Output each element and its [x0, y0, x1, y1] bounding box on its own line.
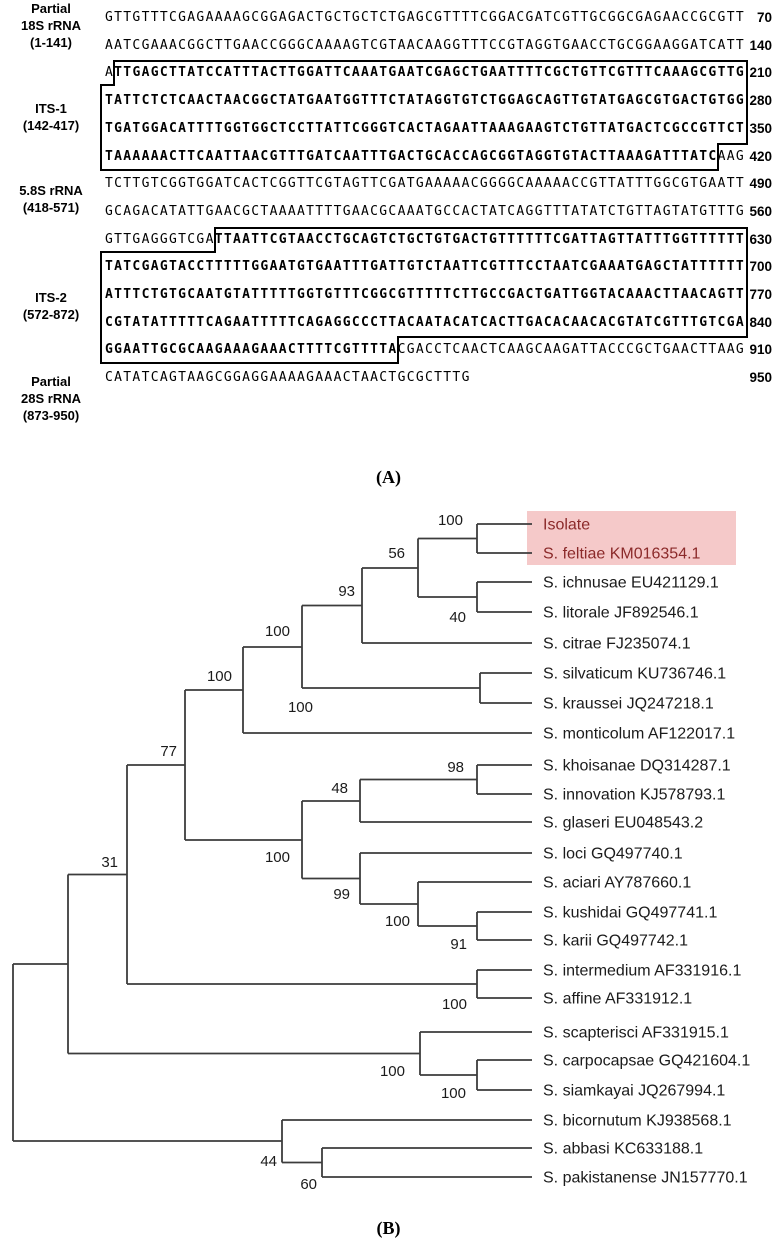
bootstrap-value: 100 — [265, 849, 290, 866]
region-label-its2: ITS-2 (572-872) — [22, 290, 80, 322]
taxon-label: S. bicornutum KJ938568.1 — [543, 1113, 732, 1130]
taxon-label: S. innovation KJ578793.1 — [543, 787, 725, 804]
caption-a: (A) — [376, 467, 401, 487]
position-number: 630 — [749, 231, 772, 247]
position-number: 70 — [756, 10, 772, 25]
position-number: 560 — [749, 203, 772, 219]
taxon-label: S. siamkayai JQ267994.1 — [543, 1083, 725, 1100]
bootstrap-value: 93 — [338, 583, 355, 600]
sequence-row: TATTCTCTCAACTAACGGCTATGAATGGTTTCTATAGGTG… — [105, 93, 745, 109]
sequence-row: CGTATATTTTTCAGAATTTTTCAGAGGCCCTTACAATACA… — [105, 314, 745, 330]
taxon-label: Isolate — [543, 517, 590, 534]
bootstrap-value: 60 — [300, 1176, 317, 1193]
taxon-label: S. karii GQ497742.1 — [543, 933, 688, 950]
taxon-label: S. intermedium AF331916.1 — [543, 963, 741, 980]
region-label-28s: Partial 28S rRNA (873-950) — [21, 374, 81, 423]
position-number: 490 — [749, 176, 772, 192]
bootstrap-value: 91 — [450, 936, 467, 953]
bootstrap-value: 100 — [441, 1085, 466, 1102]
sequence-row: TCTTGTCGGTGGATCACTCGGTTCGTAGTTCGATGAAAAA… — [105, 176, 745, 192]
sequence-row: TAAAAAACTTCAATTAACGTTTGATCAATTTGACTGCACC… — [105, 148, 745, 164]
sequence-row: GCAGACATATTGAACGCTAAAATTTTGAACGCAAATGCCA… — [105, 203, 745, 219]
sequence-row: ATTTCTGTGCAATGTATTTTTGGTGTTTCGGCGTTTTTCT… — [105, 287, 745, 302]
sequence-row: TATCGAGTACCTTTTTGGAATGTGAATTTGATTGTCTAAT… — [105, 259, 745, 275]
bootstrap-value: 77 — [160, 743, 177, 760]
region-label-18s: Partial 18S rRNA (1-141) — [21, 1, 81, 50]
position-number: 700 — [749, 259, 772, 275]
bootstrap-value: 40 — [449, 609, 466, 626]
position-number: 910 — [749, 342, 772, 358]
taxon-label: S. scapterisci AF331915.1 — [543, 1025, 729, 1042]
position-number: 140 — [749, 37, 772, 53]
taxon-label: S. aciari AY787660.1 — [543, 875, 691, 892]
sequence-row: GTTGAGGGTCGATTAATTCGTAACCTGCAGTCTGCTGTGA… — [105, 231, 745, 247]
bootstrap-value: 98 — [447, 759, 464, 776]
sequence-row: ATTGAGCTTATCCATTTACTTGGATTCAAATGAATCGAGC… — [105, 65, 745, 81]
taxon-label: S. pakistanense JN157770.1 — [543, 1170, 748, 1187]
region-label-58s: 5.8S rRNA (418-571) — [19, 183, 83, 215]
position-number: 210 — [749, 65, 772, 81]
sequence-row: GTTGTTTCGAGAAAAGCGGAGACTGCTGCTCTGAGCGTTT… — [105, 10, 745, 25]
position-number: 950 — [749, 370, 772, 386]
taxon-label: S. carpocapsae GQ421604.1 — [543, 1053, 750, 1070]
position-number: 420 — [749, 148, 772, 164]
bootstrap-value: 44 — [260, 1153, 277, 1170]
taxon-label: S. kushidai GQ497741.1 — [543, 905, 717, 922]
bootstrap-value: 100 — [380, 1063, 405, 1080]
bootstrap-value: 31 — [101, 854, 118, 871]
bootstrap-value: 100 — [438, 512, 463, 529]
isolate-highlight — [527, 511, 736, 565]
sequence-row: TGATGGACATTTTGGTGGCTCCTTATTCGGGTCACTAGAA… — [105, 120, 745, 136]
bootstrap-value: 100 — [442, 996, 467, 1013]
position-number: 840 — [749, 314, 772, 330]
bootstrap-value: 100 — [385, 913, 410, 930]
sequence-row: AATCGAAACGGCTTGAACCGGGCAAAAGTCGTAACAAGGT… — [105, 37, 745, 53]
bootstrap-value: 56 — [388, 545, 405, 562]
bootstrap-value: 100 — [265, 623, 290, 640]
taxon-label: S. abbasi KC633188.1 — [543, 1141, 703, 1158]
position-number: 770 — [749, 287, 772, 302]
taxon-label: S. loci GQ497740.1 — [543, 846, 683, 863]
taxon-label: S. glaseri EU048543.2 — [543, 815, 703, 832]
position-number: 350 — [749, 120, 772, 136]
region-label-its1: ITS-1 (142-417) — [22, 101, 80, 133]
sequence-row: GGAATTGCGCAAGAAAGAAACTTTTCGTTTTACGACCTCA… — [105, 342, 745, 358]
bootstrap-value: 48 — [331, 780, 348, 797]
taxon-label: S. feltiae KM016354.1 — [543, 546, 701, 563]
taxon-label: S. citrae FJ235074.1 — [543, 636, 691, 653]
phylogenetic-tree: 100 40 56 93 100 100 100 98 48 91 100 99 100 77 100 31 1… — [12, 511, 750, 1193]
taxon-label: S. silvaticum KU736746.1 — [543, 666, 726, 683]
taxon-label: S. affine AF331912.1 — [543, 991, 692, 1008]
taxon-label: S. kraussei JQ247218.1 — [543, 696, 714, 713]
sequence-row: CATATCAGTAAGCGGAGGAAAAGAAACTAACTGCGCTTTG — [105, 370, 471, 386]
bootstrap-value: 100 — [288, 699, 313, 716]
bootstrap-value: 100 — [207, 668, 232, 685]
taxon-label: S. khoisanae DQ314287.1 — [543, 758, 731, 775]
taxon-label: S. ichnusae EU421129.1 — [543, 575, 719, 592]
sequence-alignment-panel: Partial 18S rRNA (1-141) ITS-1 (142-417) 5.8S… — [0, 0, 777, 470]
bootstrap-value: 99 — [333, 886, 350, 903]
taxon-label: S. monticolum AF122017.1 — [543, 726, 735, 743]
position-number: 280 — [749, 93, 772, 109]
caption-b: (B) — [376, 1218, 401, 1238]
taxon-label: S. litorale JF892546.1 — [543, 605, 699, 622]
